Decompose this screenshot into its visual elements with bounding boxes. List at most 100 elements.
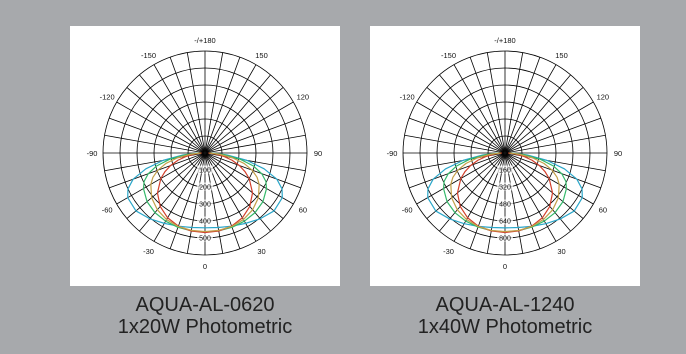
grid-spoke	[504, 57, 541, 154]
angle-tick-label: 150	[255, 51, 268, 60]
angle-tick-label: 0	[503, 262, 507, 271]
grid-spoke	[504, 87, 584, 154]
angle-tick-label: -30	[143, 247, 154, 256]
grid-spoke	[439, 74, 506, 154]
radial-tick-label-bg	[497, 165, 513, 174]
angle-tick-label: 90	[314, 149, 322, 158]
angle-tick-label: -90	[387, 149, 398, 158]
photometric-chart-2: -/+180 150 120 90 60 30 0 -30 -60 -90 -120 -150 160 3…	[370, 26, 640, 286]
model-description: 1x40W Photometric	[417, 316, 593, 338]
grid-spoke	[504, 134, 606, 154]
polar-plot-2: -/+180 150 120 90 60 30 0 -30 -60 -90 -120 -150 160 3…	[387, 36, 623, 271]
model-description: 1x20W Photometric	[117, 316, 293, 338]
grid-spoke	[204, 152, 271, 232]
grid-spoke	[504, 74, 571, 154]
angle-tick-label: 90	[614, 149, 622, 158]
chart-caption-1: AQUA-AL-0620 1x20W Photometric	[70, 294, 340, 338]
angle-tick-label: 30	[257, 247, 265, 256]
angle-tick-label: -/+180	[194, 36, 215, 45]
radial-tick-label: 100	[199, 168, 211, 175]
grid-spoke	[404, 134, 506, 154]
grid-spoke	[453, 152, 506, 242]
grid-spoke	[204, 117, 301, 154]
grid-spoke	[204, 64, 257, 154]
radial-tick-label-bg	[197, 165, 213, 174]
grid-spoke	[426, 87, 506, 154]
grid-spoke	[204, 74, 271, 154]
radial-tick-label: 500	[199, 236, 211, 243]
grid-spoke	[504, 152, 557, 242]
grid-spoke	[204, 52, 224, 154]
polar-plot-1: -/+1801501209060300-30-60-90-120-1501002…	[87, 36, 323, 271]
radial-tick-label-bg	[497, 182, 513, 191]
grid-spoke	[204, 152, 257, 242]
radial-tick-label: 480	[499, 202, 511, 209]
center-point	[503, 151, 507, 155]
angle-tick-label: -60	[402, 206, 413, 215]
grid-spoke	[469, 57, 506, 154]
grid-spoke	[504, 101, 594, 154]
grid-spoke	[439, 152, 506, 232]
radial-tick-label-bg	[197, 182, 213, 191]
radial-tick-label-bg	[497, 233, 513, 242]
radial-tick-label-bg	[497, 199, 513, 208]
radial-tick-label-bg	[197, 233, 213, 242]
grid-spoke	[139, 74, 206, 154]
grid-spoke	[486, 52, 506, 154]
radial-tick-label: 160	[499, 168, 511, 175]
angle-tick-label: 30	[557, 247, 565, 256]
series-curve	[150, 152, 260, 233]
series-curve	[427, 152, 583, 229]
series-curve	[127, 152, 283, 229]
grid-spoke	[153, 64, 206, 154]
angle-tick-label: 120	[297, 93, 310, 102]
grid-spoke	[139, 152, 206, 232]
grid-spoke	[153, 152, 206, 242]
center-point	[203, 151, 207, 155]
model-name: AQUA-AL-0620	[135, 294, 275, 316]
series-curve	[450, 152, 560, 233]
grid-spoke	[409, 117, 506, 154]
angle-tick-label: -150	[441, 51, 456, 60]
chart-caption-2: AQUA-AL-1240 1x40W Photometric	[370, 294, 640, 338]
grid-spoke	[109, 117, 206, 154]
angle-tick-label: -150	[141, 51, 156, 60]
radial-tick-label-bg	[197, 216, 213, 225]
grid-spoke	[116, 101, 206, 154]
angle-tick-label: 0	[203, 262, 207, 271]
grid-spoke	[426, 152, 506, 219]
angle-tick-label: -120	[100, 93, 115, 102]
radial-tick-label: 200	[199, 185, 211, 192]
grid-spoke	[504, 152, 584, 219]
grid-spoke	[504, 117, 601, 154]
grid-spoke	[504, 152, 571, 232]
radial-tick-label-bg	[497, 216, 513, 225]
series-curve	[456, 152, 554, 234]
angle-tick-label: -30	[443, 247, 454, 256]
angle-tick-label: -/+180	[494, 36, 515, 45]
angle-tick-label: 60	[599, 206, 607, 215]
angle-tick-label: 120	[597, 93, 610, 102]
grid-spoke	[204, 57, 241, 154]
grid-spoke	[104, 134, 206, 154]
angle-tick-label: 150	[555, 51, 568, 60]
grid-spoke	[204, 152, 284, 219]
grid-spoke	[186, 52, 206, 154]
series-curve	[156, 152, 254, 234]
grid-spoke	[453, 64, 506, 154]
angle-tick-label: 60	[299, 206, 307, 215]
radial-tick-label: 300	[199, 202, 211, 209]
model-name: AQUA-AL-1240	[435, 294, 575, 316]
radial-tick-label: 400	[199, 219, 211, 226]
grid-spoke	[504, 64, 557, 154]
angle-tick-label: -90	[87, 149, 98, 158]
grid-spoke	[204, 87, 284, 154]
radial-tick-label: 800	[499, 236, 511, 243]
angle-tick-label: -120	[400, 93, 415, 102]
grid-spoke	[504, 52, 524, 154]
radial-tick-label: 320	[499, 185, 511, 192]
grid-spoke	[126, 87, 206, 154]
grid-spoke	[169, 57, 206, 154]
grid-spoke	[416, 101, 506, 154]
radial-tick-label: 640	[499, 219, 511, 226]
